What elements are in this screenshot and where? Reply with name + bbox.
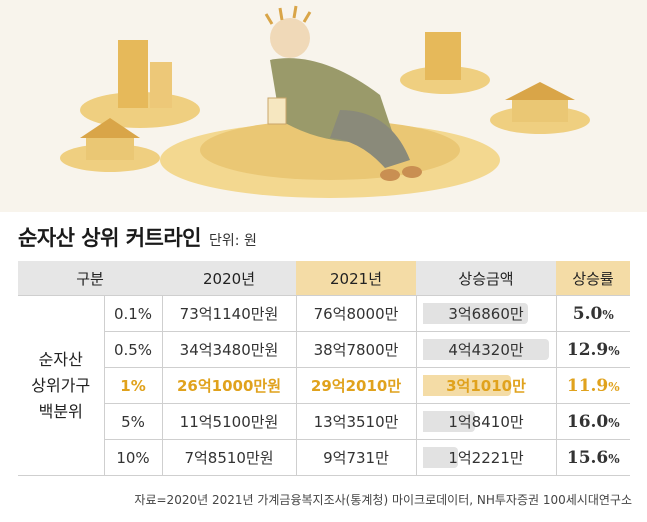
left-small-tower (150, 62, 172, 108)
value-2021-cell: 76억8000만 (295, 295, 417, 332)
value-2020-cell: 34억3480만원 (161, 331, 297, 368)
increase-cell: 4억4320만 (415, 331, 557, 368)
increase-bar (422, 375, 511, 396)
increase-label: 4억4320만 (448, 341, 524, 359)
percentile-cell: 1% (103, 367, 163, 404)
rate-cell: 12.9% (555, 331, 631, 368)
increase-bar (422, 411, 475, 432)
increase-cell: 1억2221만 (415, 439, 557, 476)
increase-label: 3억1010만 (446, 377, 526, 395)
table-body: 순자산 상위가구 백분위 0.1% 73억1140만원 76억8000만 3억6860만 5.… (18, 295, 631, 476)
rate-cell: 15.6% (555, 439, 631, 476)
value-2020-cell: 11억5100만원 (161, 403, 297, 440)
increase-cell: 3억1010만 (415, 367, 557, 404)
increase-label: 3억6860만 (448, 305, 524, 323)
data-table: 구분 2020년 2021년 상승금액 상승률 순자산 상위가구 백분위 0.1% 73… (18, 261, 631, 476)
title-row: 순자산 상위 커트라인 단위: 원 (18, 222, 257, 252)
value-2020-cell: 73억1140만원 (161, 295, 297, 332)
value-2021-cell: 38억7800만 (295, 331, 417, 368)
rate-value: 16.0 (566, 411, 609, 432)
person-head (270, 18, 310, 58)
right-tower (425, 32, 461, 80)
header-increase: 상승금액 (416, 261, 557, 296)
value-2021-cell: 13억3510만 (295, 403, 417, 440)
rate-unit: % (608, 415, 620, 430)
header-2021: 2021년 (296, 261, 417, 296)
right-house-roof (505, 82, 575, 100)
percentile-cell: 0.5% (103, 331, 163, 368)
rate-cell: 5.0% (555, 295, 631, 332)
drink-glass (267, 97, 287, 125)
rate-value: 15.6 (566, 447, 609, 468)
group-label-line: 상위가구 (31, 375, 91, 395)
value-2021-cell: 9억731만 (295, 439, 417, 476)
rate-unit: % (608, 379, 620, 394)
header-2020: 2020년 (162, 261, 297, 296)
person-foot-left (380, 169, 400, 181)
increase-bar (422, 303, 528, 324)
left-tower (118, 40, 148, 108)
header-illustration (0, 0, 647, 212)
rate-unit: % (608, 451, 620, 466)
left-house-body (86, 138, 134, 160)
header-category: 구분 (18, 261, 163, 296)
value-2020-cell: 26억1000만원 (161, 367, 297, 404)
header-row: 구분 2020년 2021년 상승금액 상승률 (18, 261, 631, 296)
table-row: 10% 7억8510만원 9억731만 1억2221만 15.6% (18, 439, 631, 476)
right-house-body (512, 100, 568, 122)
table-row: 1% 26억1000만원 29억2010만 3억1010만 11.9% (18, 367, 631, 404)
table-row: 5% 11억5100만원 13억3510만 1억8410만 16.0% (18, 403, 631, 440)
group-label-line: 백분위 (38, 401, 83, 421)
rate-value: 5.0 (572, 303, 603, 324)
increase-bar (422, 339, 549, 360)
increase-label: 1억2221만 (448, 449, 524, 467)
percentile-cell: 10% (103, 439, 163, 476)
person-hair (264, 5, 312, 25)
source-note: 자료=2020년 2021년 가계금융복지조사(통계청) 마이크로데이터, NH… (134, 493, 632, 507)
left-house-roof (80, 118, 140, 138)
increase-label: 1억8410만 (448, 413, 524, 431)
increase-cell: 3억6860만 (415, 295, 557, 332)
increase-bar (422, 447, 458, 468)
header-rate: 상승률 (556, 261, 631, 296)
group-label-line: 순자산 (38, 349, 83, 369)
table-row: 0.5% 34억3480만원 38억7800만 4억4320만 12.9% (18, 331, 631, 368)
person-pants (330, 110, 410, 168)
rate-value: 12.9 (566, 339, 609, 360)
value-2021-cell: 29억2010만 (295, 367, 417, 404)
value-2020-cell: 7억8510만원 (161, 439, 297, 476)
rate-cell: 11.9% (555, 367, 631, 404)
rate-unit: % (602, 307, 614, 322)
chart-title: 순자산 상위 커트라인 (18, 226, 202, 250)
increase-cell: 1억8410만 (415, 403, 557, 440)
percentile-cell: 0.1% (103, 295, 163, 332)
unit-label: 단위: 원 (209, 233, 257, 249)
person-foot-right (402, 166, 422, 178)
table-row: 순자산 상위가구 백분위 0.1% 73억1140만원 76억8000만 3억6860만 5.… (18, 295, 631, 476)
rate-unit: % (608, 343, 620, 358)
rate-value: 11.9 (566, 375, 609, 396)
rate-cell: 16.0% (555, 403, 631, 440)
percentile-cell: 5% (103, 403, 163, 440)
illustration-svg (60, 5, 590, 198)
